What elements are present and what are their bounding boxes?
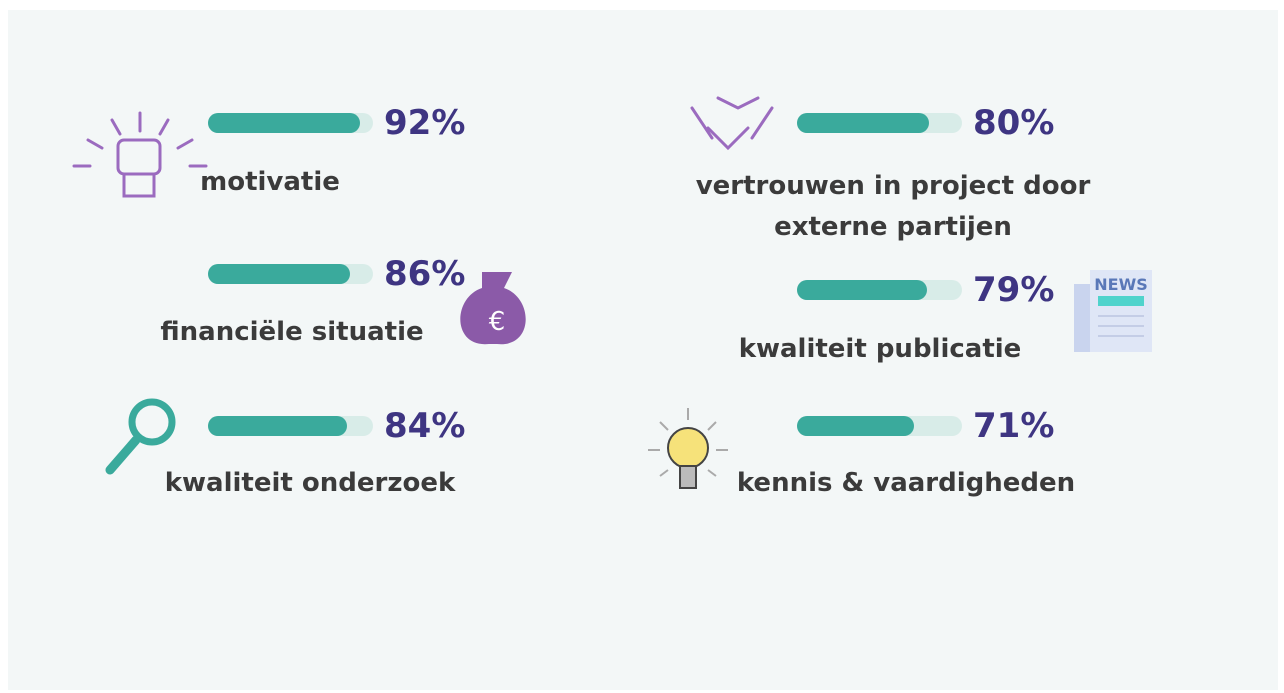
bulb-icon [648, 408, 728, 489]
magnifier-icon [105, 398, 176, 475]
item-label: kennis & vaardigheden [736, 468, 1076, 498]
bar [208, 416, 347, 436]
bar-track [797, 113, 962, 133]
bar-track [797, 416, 962, 436]
item-label: motivatie [200, 167, 340, 197]
bar-track [797, 280, 962, 300]
value-label: 80% [973, 103, 1055, 143]
bar-track [208, 264, 373, 284]
item-label: kwaliteit onderzoek [164, 468, 456, 498]
bar-track [208, 113, 373, 133]
value-label: 71% [973, 406, 1055, 446]
bar-track [208, 416, 373, 436]
value-label: 86% [384, 254, 466, 294]
value-label: 84% [384, 406, 466, 446]
item-label: kwaliteit publicatie [738, 334, 1022, 364]
svg-text:NEWS: NEWS [1094, 275, 1148, 294]
fist-icon [72, 111, 208, 198]
bar [797, 113, 929, 133]
bar [208, 264, 350, 284]
bar [208, 113, 360, 133]
bar [797, 416, 915, 436]
svg-text:€: € [489, 307, 506, 337]
item-label: financiële situatie [160, 317, 424, 347]
bar [797, 280, 928, 300]
handshake-icon [690, 96, 774, 151]
news-icon: NEWS [1074, 270, 1152, 352]
value-label: 92% [384, 103, 466, 143]
moneybag-icon: € [460, 272, 526, 345]
value-label: 79% [973, 270, 1055, 310]
item-label: vertrouwen in project door externe parti… [695, 171, 1091, 242]
